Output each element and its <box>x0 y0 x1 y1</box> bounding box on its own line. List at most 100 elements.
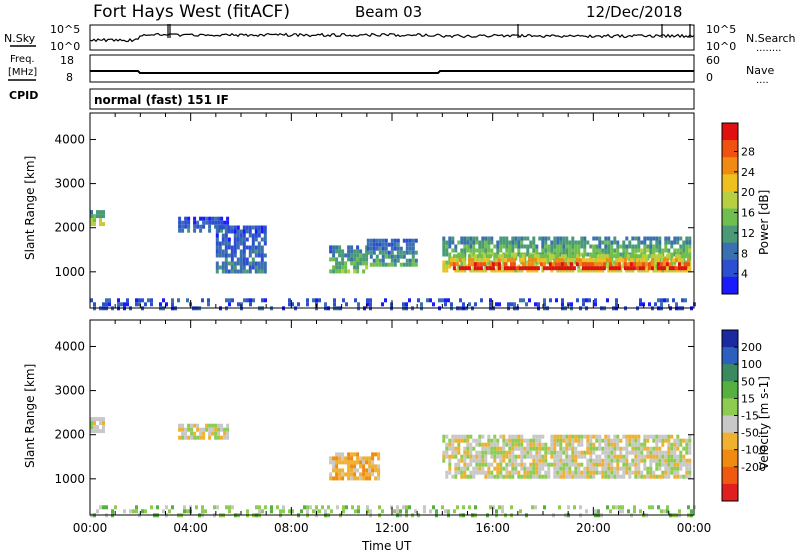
velocity-panel-cell-3 <box>595 470 599 475</box>
power-panel-cell-6 <box>662 262 666 267</box>
power-panel-cell-5 <box>607 236 611 241</box>
velocity-panel-cell-2 <box>371 452 375 457</box>
power-panel-cell-6 <box>491 266 495 271</box>
power-panel-cell-5 <box>541 236 545 241</box>
power-panel-cell-2 <box>239 269 243 274</box>
velocity-panel-cell-3 <box>547 446 551 451</box>
power-panel-cell-6 <box>623 262 627 267</box>
velocity-panel-cell-3 <box>637 466 641 471</box>
power-panel-cell-5 <box>487 236 491 241</box>
power-panel-cell-6 <box>548 254 552 259</box>
time-tick-label: 00:00 <box>73 521 108 535</box>
power-panel-cell-6 <box>467 266 471 271</box>
power-panel-cell-6 <box>476 258 480 263</box>
power-panel-cell-6 <box>479 254 483 259</box>
velocity-panel-cell-3 <box>604 434 608 439</box>
velocity-panel-cell-2 <box>365 468 369 473</box>
power-panel-cell-5 <box>652 236 656 241</box>
power-panel-cell-2 <box>221 269 225 274</box>
power-panel-cell-6 <box>506 254 510 259</box>
power-panel-cell-5 <box>442 244 446 249</box>
power-panel-cell-5 <box>607 244 611 249</box>
velocity-panel-cell-3 <box>448 438 452 443</box>
power-panel-cell-6 <box>611 266 615 271</box>
power-panel-cell-4 <box>411 246 415 251</box>
velocity-panel-cell-2 <box>368 472 372 477</box>
power-panel-cell-4 <box>369 242 373 247</box>
velocity-panel-cell-3 <box>637 462 641 467</box>
power-panel-cell-5 <box>505 236 509 241</box>
velocity-panel-cell-3 <box>664 458 668 463</box>
power-panel-cell-7 <box>315 298 318 303</box>
velocity-panel-cell-3 <box>562 446 566 451</box>
velocity-panel-cell-3 <box>463 462 467 467</box>
power-panel-cell-6 <box>512 254 516 259</box>
power-panel-cell-5 <box>445 260 449 265</box>
power-panel-cell-2 <box>251 225 255 230</box>
power-panel-cell-5 <box>496 240 500 245</box>
power-panel-cell-6 <box>539 258 543 263</box>
power-panel-cell-6 <box>566 258 570 263</box>
power-panel-cell-5 <box>682 260 686 265</box>
power-panel-cell-4 <box>390 238 394 243</box>
power-panel-cell-1 <box>208 216 212 221</box>
velocity-panel-cell-2 <box>350 472 354 477</box>
velocity-panel-cell-4 <box>201 505 204 510</box>
velocity-panel-cell-3 <box>586 434 590 439</box>
power-panel-cell-1 <box>208 224 212 229</box>
power-panel-cell-1 <box>211 216 215 221</box>
power-panel-cell-7 <box>426 298 429 303</box>
velocity-panel-cell-3 <box>679 442 683 447</box>
power-panel-cell-7 <box>333 302 336 307</box>
velocity-panel-cell-3 <box>469 446 473 451</box>
power-panel-cell-2 <box>227 241 231 246</box>
power-panel-cell-4 <box>381 254 385 259</box>
power-panel-cell-7 <box>288 302 291 307</box>
velocity-panel-cell-3 <box>688 438 692 443</box>
velocity-panel-cell-4 <box>648 505 651 510</box>
power-panel-cell-2 <box>242 261 246 266</box>
power-panel-cell-7 <box>444 302 447 307</box>
power-panel-cell-7 <box>369 302 372 307</box>
velocity-panel-cell-3 <box>607 466 611 471</box>
velocity-panel-cell-3 <box>676 466 680 471</box>
power-panel-cell-2 <box>254 225 258 230</box>
velocity-panel-cell-3 <box>616 462 620 467</box>
velocity-panel-cell-3 <box>544 462 548 467</box>
velocity-panel-cell-2 <box>344 472 348 477</box>
velocity-panel-cell-3 <box>511 450 515 455</box>
power-panel-cell-4 <box>372 258 376 263</box>
velocity-panel-cell-3 <box>640 458 644 463</box>
power-panel-cell-7 <box>495 302 498 307</box>
velocity-panel-colorbar-tick-label: 50 <box>741 375 755 388</box>
velocity-panel-cell-3 <box>496 446 500 451</box>
power-panel-cell-5 <box>496 244 500 249</box>
velocity-panel-cell-4 <box>651 505 654 510</box>
velocity-panel-cell-3 <box>652 446 656 451</box>
power-panel-cell-6 <box>512 262 516 267</box>
power-panel-cell-7 <box>585 298 588 303</box>
velocity-panel-cell-2 <box>341 456 345 461</box>
velocity-panel-cell-3 <box>619 450 623 455</box>
velocity-panel-cell-3 <box>520 462 524 467</box>
power-panel-cell-5 <box>613 248 617 253</box>
power-panel-cell-4 <box>411 242 415 247</box>
power-panel-cell-2 <box>263 261 267 266</box>
velocity-panel-cell-3 <box>484 462 488 467</box>
power-panel-colorbar-tick-label: 24 <box>741 166 755 179</box>
velocity-panel-cell-3 <box>604 466 608 471</box>
velocity-panel-cell-3 <box>487 450 491 455</box>
velocity-panel-cell-3 <box>676 446 680 451</box>
velocity-panel-cell-4 <box>678 509 681 514</box>
power-panel-cell-6 <box>650 258 654 263</box>
velocity-panel-cell-3 <box>499 450 503 455</box>
velocity-panel-cell-3 <box>451 474 455 479</box>
velocity-panel-cell-4 <box>573 505 576 510</box>
power-panel-cell-7 <box>408 298 411 303</box>
velocity-panel-cell-3 <box>520 466 524 471</box>
freq-right-tick-top: 60 <box>706 54 720 67</box>
power-panel-cell-6 <box>569 258 573 263</box>
power-panel-cell-4 <box>390 246 394 251</box>
velocity-panel-cell-3 <box>592 446 596 451</box>
power-panel-cell-2 <box>224 245 228 250</box>
